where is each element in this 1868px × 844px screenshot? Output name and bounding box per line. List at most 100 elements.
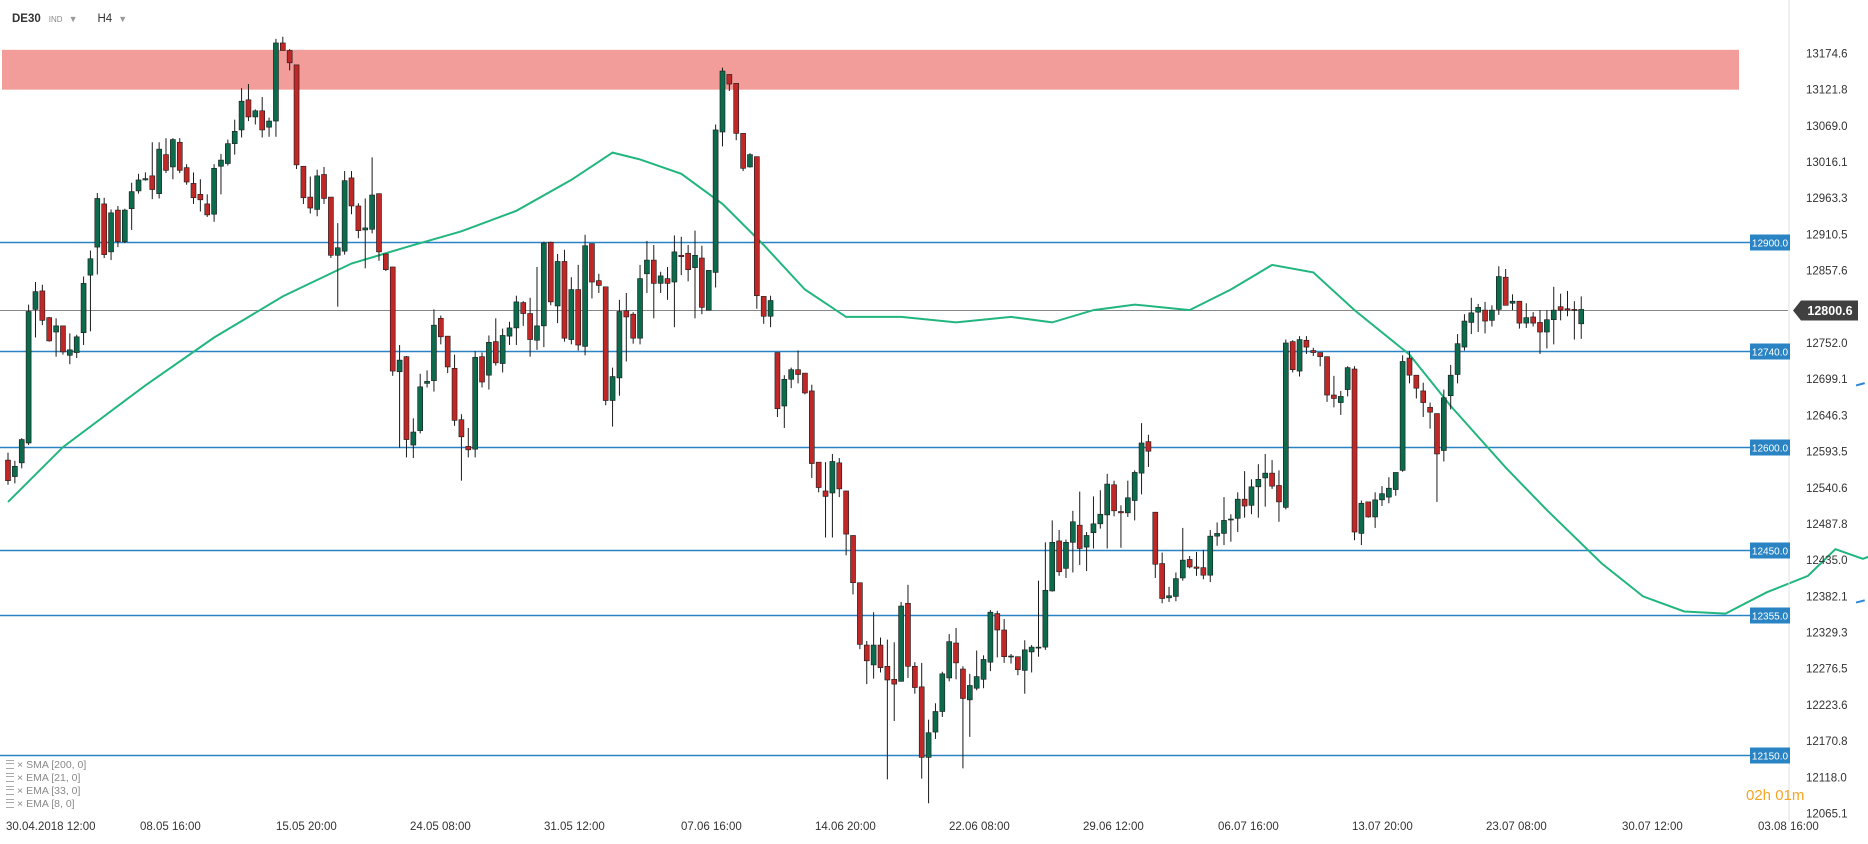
level-tag [1750, 747, 1790, 764]
candle-body [802, 372, 808, 394]
candle-body [733, 83, 740, 134]
candle-body [1097, 513, 1104, 525]
candle [1056, 529, 1062, 576]
close-icon[interactable]: × [17, 758, 24, 771]
candle [1468, 297, 1475, 335]
candle-body [1234, 498, 1241, 519]
x-tick-label: 06.07 16:00 [1218, 821, 1279, 833]
symbol-label[interactable]: DE30 [12, 13, 41, 25]
candle [1578, 296, 1585, 339]
y-tick-label: 12699.1 [1806, 374, 1848, 386]
close-icon[interactable]: × [17, 771, 24, 784]
candle [94, 192, 101, 275]
candle [692, 230, 698, 319]
candle [1214, 522, 1220, 546]
list-icon[interactable] [6, 760, 14, 769]
candle-body [307, 196, 314, 209]
candle [912, 662, 918, 694]
candle-body [1427, 407, 1433, 413]
candle [465, 427, 472, 458]
candle [781, 375, 788, 428]
candle [918, 662, 925, 779]
candle-body [238, 100, 245, 131]
candle-body [1344, 367, 1351, 390]
current-price-tag: 12800.6 [1793, 300, 1858, 321]
candle [932, 703, 939, 739]
candle [554, 253, 561, 324]
candle-body [980, 659, 987, 680]
candle-body [1523, 317, 1530, 324]
candle-body [1056, 540, 1062, 573]
candle-body [142, 178, 149, 181]
candle [163, 138, 169, 174]
candle-body [417, 386, 424, 431]
candle [609, 367, 616, 427]
candle-body [1125, 497, 1131, 514]
indicator-legend-item[interactable]: × SMA [200, 0] [6, 758, 86, 771]
candle [273, 38, 279, 137]
candle [960, 666, 966, 769]
candle-body [1454, 343, 1461, 375]
level-tag [1750, 343, 1790, 360]
candle [1509, 294, 1516, 311]
candle [1379, 486, 1385, 507]
candle [678, 236, 685, 276]
chevron-down-icon[interactable]: ▼ [118, 14, 128, 24]
close-icon[interactable]: × [17, 797, 24, 810]
candle [857, 582, 863, 650]
candle-body [822, 490, 829, 497]
indicator-legend-item[interactable]: × EMA [8, 0] [6, 797, 75, 810]
candle-body [623, 310, 630, 318]
candle [135, 173, 142, 194]
timeframe-label[interactable]: H4 [97, 13, 113, 25]
candle-body [396, 359, 403, 373]
candle [863, 640, 870, 685]
candle [190, 172, 197, 204]
candle [1193, 551, 1200, 576]
candle-body [966, 685, 973, 701]
candle-body [671, 251, 678, 283]
candle [657, 271, 664, 293]
candle [60, 325, 66, 355]
x-tick-label: 30.04.2018 12:00 [6, 821, 96, 833]
candle-body [321, 174, 327, 199]
candle-body [692, 254, 698, 268]
candle [355, 203, 362, 239]
candle-body [527, 313, 533, 340]
close-icon[interactable]: × [17, 784, 24, 797]
candle-body [1193, 566, 1200, 569]
list-icon[interactable] [6, 799, 14, 808]
candle-body [939, 673, 946, 712]
candle [1159, 552, 1165, 604]
indicator-legend-item[interactable]: × EMA [33, 0] [6, 784, 80, 797]
candle-body [1296, 339, 1303, 372]
candle [1523, 303, 1530, 328]
candle [582, 234, 588, 356]
y-tick-label: 12487.8 [1806, 519, 1848, 531]
candle-body [218, 159, 224, 167]
candle-body [1269, 472, 1275, 487]
candle-body [403, 356, 410, 440]
candle [1179, 527, 1186, 581]
candle [946, 634, 952, 682]
candle-body [39, 290, 46, 321]
x-tick-label: 14.06 20:00 [815, 821, 876, 833]
y-tick-label: 12910.5 [1806, 229, 1848, 241]
candle-body [355, 205, 362, 231]
chevron-down-icon[interactable]: ▼ [68, 14, 78, 24]
candle [1303, 336, 1310, 354]
candle-body [513, 301, 520, 329]
list-icon[interactable] [6, 786, 14, 795]
candle [1461, 314, 1468, 351]
candle [1090, 496, 1097, 549]
candle [1283, 339, 1289, 510]
indicator-legend-item[interactable]: × EMA [21, 0] [6, 771, 80, 784]
candle [1228, 514, 1234, 542]
candle-body [499, 335, 506, 364]
candle-body [1283, 342, 1289, 508]
candle [121, 208, 128, 243]
list-icon[interactable] [6, 773, 14, 782]
candle-body [431, 324, 437, 381]
candle-body [575, 289, 582, 346]
